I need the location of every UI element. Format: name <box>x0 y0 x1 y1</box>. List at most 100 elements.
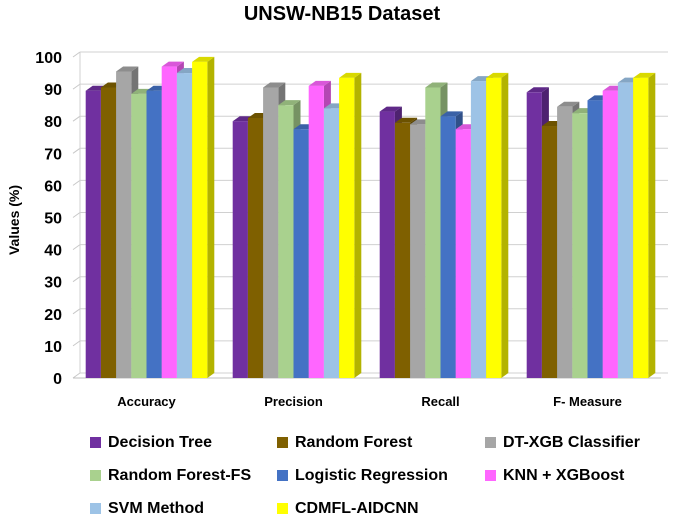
legend-label: Decision Tree <box>108 433 213 451</box>
legend-swatch <box>485 470 496 481</box>
bar-front <box>526 92 542 378</box>
legend-label: KNN + XGBoost <box>503 466 625 484</box>
gridline-depth <box>72 147 81 154</box>
legend-item: Random Forest-FS <box>90 467 251 485</box>
bars <box>85 56 656 379</box>
bar-top <box>308 80 331 86</box>
bar-front <box>602 90 618 378</box>
legend-label: CDMFL-AIDCNN <box>295 499 419 517</box>
bar-front <box>617 82 634 379</box>
bar-top <box>192 56 215 62</box>
legend-row: Random Forest-FS Logistic Regression KNN +… <box>90 459 680 492</box>
bar-front <box>293 129 309 378</box>
legend-label: SVM Method <box>108 499 204 517</box>
legend-row: Decision Tree Random Forest DT-XGB Classif… <box>90 426 680 459</box>
bar-top <box>440 111 463 117</box>
bar <box>486 72 509 379</box>
bar-top <box>526 87 549 93</box>
bar-top <box>379 106 402 112</box>
bar-front <box>323 108 340 379</box>
gridline-depth <box>72 372 81 379</box>
bar-top <box>394 117 418 123</box>
y-tick-label: 20 <box>44 307 62 324</box>
bar-front <box>116 71 132 378</box>
y-tick-label: 10 <box>44 339 62 356</box>
legend-swatch <box>277 503 288 514</box>
bar-top <box>278 100 301 106</box>
bar-top <box>633 72 656 78</box>
legend-swatch <box>90 503 101 514</box>
bar-front <box>232 121 248 378</box>
gridline-depth <box>72 244 81 251</box>
legend-item: SVM Method <box>90 500 204 518</box>
bar-front <box>192 61 208 378</box>
gridline-depth <box>72 308 81 315</box>
gridline-depth <box>72 276 81 283</box>
legend-swatch <box>277 437 288 448</box>
bar-side <box>501 72 509 379</box>
bar-front <box>425 87 441 379</box>
legend-label: DT-XGB Classifier <box>503 433 640 451</box>
category-label: Precision <box>264 394 323 409</box>
category-labels: Accuracy Precision Recall F- Measure <box>117 394 622 409</box>
legend-swatch <box>485 437 496 448</box>
bar-front <box>247 117 264 379</box>
bar-side <box>648 72 656 379</box>
y-axis-title: Values (%) <box>6 185 22 255</box>
legend-swatch <box>277 470 288 481</box>
bar-front <box>176 73 193 379</box>
bar-front <box>587 100 603 379</box>
bar-front <box>339 77 355 379</box>
bar <box>192 56 215 378</box>
legend-label: Logistic Regression <box>295 466 448 484</box>
y-tick-label: 30 <box>44 275 62 292</box>
bar <box>339 72 362 379</box>
bar-front <box>394 122 411 379</box>
gridline-depth <box>72 340 81 347</box>
y-tick-label: 70 <box>44 146 62 163</box>
bar-side <box>354 72 362 379</box>
category-label: Accuracy <box>117 394 176 409</box>
bar-front <box>131 93 147 378</box>
legend-swatch <box>90 470 101 481</box>
gridline-depth <box>72 83 81 90</box>
bar-top <box>161 61 184 67</box>
y-tick-label: 100 <box>35 50 62 67</box>
bar-front <box>146 90 162 378</box>
bar-front <box>161 66 177 378</box>
bar-front <box>541 126 558 378</box>
bar-top <box>557 101 580 107</box>
gridline-depth <box>72 212 81 218</box>
chart-title: UNSW-NB15 Dataset <box>244 3 441 25</box>
bar-front <box>470 81 487 378</box>
bar-top <box>486 72 509 78</box>
bar-front <box>455 129 471 378</box>
bar-front <box>410 124 426 378</box>
legend-label: Random Forest <box>295 433 413 451</box>
gridline-depth <box>72 51 81 58</box>
y-tick-label: 40 <box>44 243 62 260</box>
bar-front <box>633 77 649 379</box>
category-label: F- Measure <box>553 394 622 409</box>
y-tick-label: 0 <box>53 371 62 388</box>
y-tick-label: 90 <box>44 82 62 99</box>
bar-front <box>440 116 456 378</box>
bar-front <box>486 77 502 379</box>
bar <box>633 72 656 379</box>
legend-item: Logistic Regression <box>277 467 448 485</box>
legend-swatch <box>90 437 101 448</box>
bar-top <box>339 72 362 78</box>
bar-top <box>116 66 139 72</box>
bar-side <box>207 56 215 378</box>
bar-front <box>379 111 395 378</box>
y-tick-labels: 0 10 20 30 40 50 60 70 80 90 100 <box>35 50 62 388</box>
legend-row: SVM Method CDMFL-AIDCNN <box>90 492 680 525</box>
legend: Decision Tree Random Forest DT-XGB Classif… <box>90 426 680 525</box>
bar-front <box>85 90 101 378</box>
bar-front <box>263 87 279 379</box>
y-tick-label: 80 <box>44 114 62 131</box>
category-label: Recall <box>421 394 459 409</box>
bar-chart: UNSW-NB15 Dataset Values (%) 0 10 20 30 40 50… <box>6 3 668 409</box>
bar-front <box>278 105 294 379</box>
legend-item: Random Forest <box>277 434 412 452</box>
